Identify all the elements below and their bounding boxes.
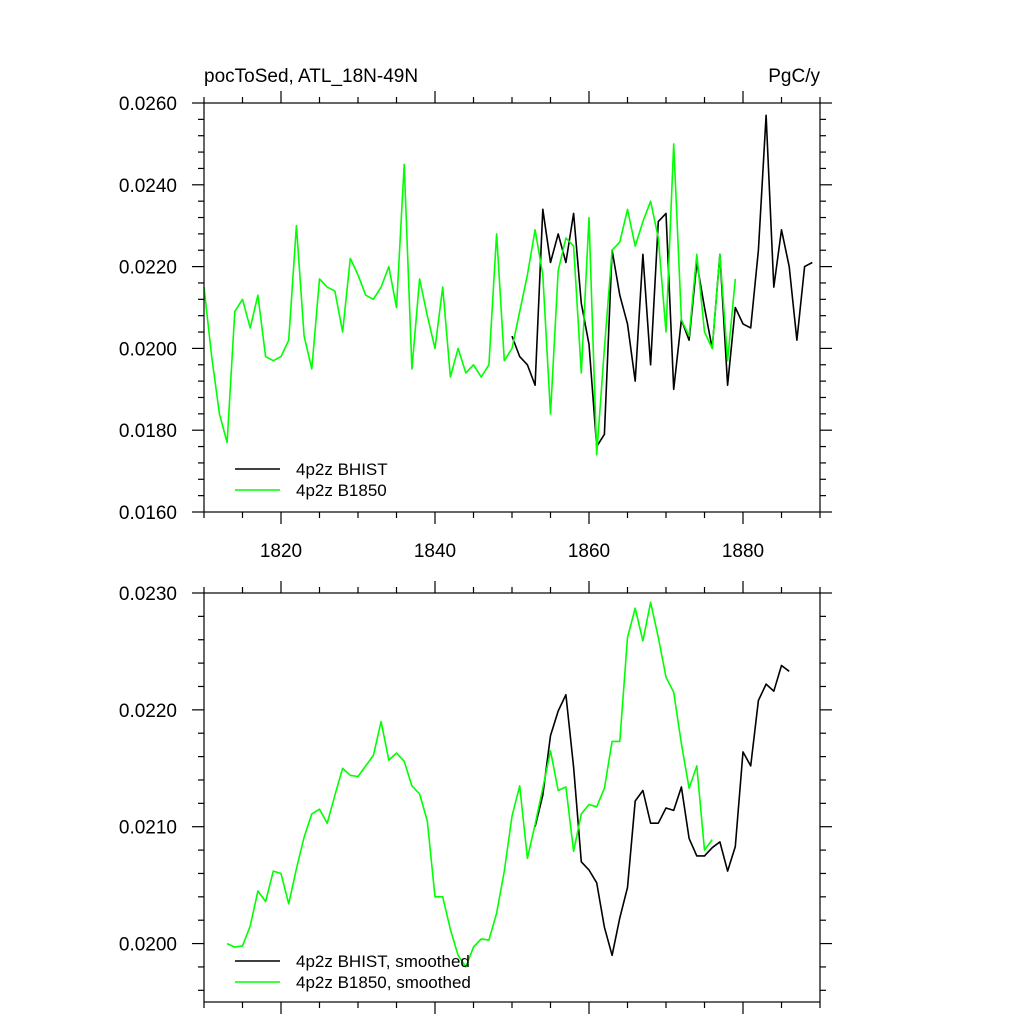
top-panel-series xyxy=(203,114,813,456)
legend-label-b1850-smoothed: 4p2z B1850, smoothed xyxy=(296,973,471,992)
top-panel-legend: 4p2z BHIST 4p2z B1850 xyxy=(235,460,388,500)
y-tick-label-0: 0.0200 xyxy=(119,935,177,956)
y-tick-label-1: 0.0180 xyxy=(119,421,177,442)
x-tick-label-1860: 1860 xyxy=(568,541,610,562)
bottom-panel: 0.0200 0.0210 0.0220 0.0230 4p2z BHIST, smo… xyxy=(119,581,832,1014)
y-tick-label-4: 0.0240 xyxy=(119,176,177,197)
y-tick-label-3: 0.0220 xyxy=(119,258,177,279)
y-tick-label-2: 0.0200 xyxy=(119,339,177,360)
x-tick-label-1840: 1840 xyxy=(414,541,456,562)
legend-label-bhist-smoothed: 4p2z BHIST, smoothed xyxy=(296,952,470,971)
top-panel-units: PgC/y xyxy=(768,66,820,87)
series-line-bhist xyxy=(534,664,790,957)
bottom-panel-frame xyxy=(203,592,821,1003)
y-tick-label-2: 0.0220 xyxy=(119,701,177,722)
x-tick-label-1820: 1820 xyxy=(260,541,302,562)
series-line-bhist xyxy=(511,114,813,448)
series-line-b1850 xyxy=(226,601,713,968)
bottom-panel-series xyxy=(226,601,790,968)
top-panel-ticks: 1820 1840 1860 1880 0.0160 0.0180 0.0200 0.0220… xyxy=(119,91,832,562)
y-tick-label-5: 0.0260 xyxy=(119,94,177,115)
y-tick-label-0: 0.0160 xyxy=(119,503,177,524)
top-panel-frame xyxy=(203,102,821,513)
top-panel-title: pocToSed, ATL_18N-49N xyxy=(204,66,418,87)
y-tick-label-1: 0.0210 xyxy=(119,818,177,839)
x-tick-label-1880: 1880 xyxy=(722,541,764,562)
legend-label-bhist: 4p2z BHIST xyxy=(296,460,388,479)
y-tick-label-3: 0.0230 xyxy=(119,584,177,605)
top-panel: pocToSed, ATL_18N-49N PgC/y 1820 1840 1860… xyxy=(119,66,832,562)
legend-label-b1850: 4p2z B1850 xyxy=(296,481,387,500)
bottom-panel-legend: 4p2z BHIST, smoothed 4p2z B1850, smoothe… xyxy=(235,952,471,992)
bottom-panel-ticks: 0.0200 0.0210 0.0220 0.0230 xyxy=(119,581,832,1014)
series-line-b1850 xyxy=(203,143,737,456)
